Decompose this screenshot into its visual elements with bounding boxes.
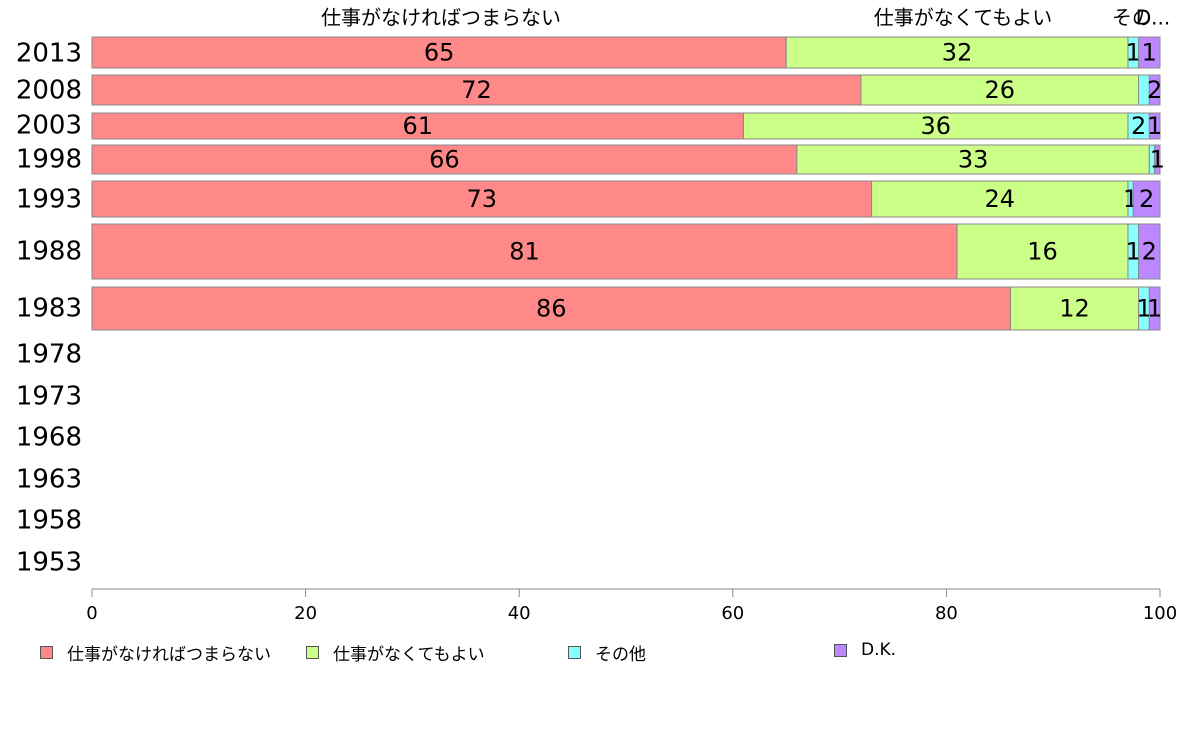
- data-label: 1: [1126, 39, 1141, 67]
- y-tick-label: 1988: [16, 237, 82, 267]
- bar-segment: [91, 286, 1011, 331]
- x-tick-label: 100: [1143, 603, 1177, 624]
- bar-segment: [91, 74, 862, 106]
- data-label: 65: [424, 39, 455, 67]
- data-label: 2: [1147, 76, 1162, 104]
- data-label: 1: [1147, 112, 1162, 140]
- data-label: 2: [1131, 112, 1146, 140]
- top-series-label: その: [1112, 6, 1152, 30]
- legend-label: 仕事がなければつまらない: [67, 645, 271, 665]
- data-label: 16: [1027, 238, 1058, 266]
- data-label: 24: [985, 185, 1016, 213]
- bar-segment: [91, 144, 798, 175]
- y-tick-label: 1978: [16, 340, 82, 370]
- bar-segment: [1148, 74, 1161, 106]
- legend-item: その他: [568, 640, 646, 665]
- legend-label: その他: [595, 645, 646, 665]
- legend-item: D.K.: [834, 640, 896, 660]
- legend-label: D.K.: [861, 640, 897, 660]
- data-label: 73: [467, 185, 498, 213]
- data-label: 86: [536, 295, 567, 323]
- bar-segment: [785, 36, 1129, 69]
- data-label: 81: [509, 238, 540, 266]
- data-label: 12: [1059, 295, 1090, 323]
- y-tick-label: 1958: [16, 506, 82, 536]
- y-tick-label: 1998: [16, 145, 82, 175]
- data-label: 1: [1136, 295, 1151, 323]
- y-tick-label: 2013: [16, 39, 82, 69]
- data-label: 72: [461, 76, 492, 104]
- bar-segment: [1148, 286, 1161, 331]
- legend-swatch: [306, 646, 319, 659]
- bar-segment: [1138, 36, 1161, 69]
- data-label: 61: [402, 112, 433, 140]
- data-label: 2: [1139, 185, 1154, 213]
- data-label: 1: [1147, 295, 1162, 323]
- y-tick-label: 1963: [16, 465, 82, 495]
- bar-segment: [91, 180, 873, 218]
- y-tick-label: 1968: [16, 423, 82, 453]
- top-series-label: D...: [1136, 6, 1170, 30]
- x-tick-label: 60: [721, 603, 744, 624]
- bar-segment: [796, 144, 1150, 175]
- bar-segment: [1009, 286, 1140, 331]
- legend-item: 仕事がなくてもよい: [306, 640, 485, 665]
- x-tick-label: 80: [935, 603, 958, 624]
- bar-segment: [1138, 223, 1161, 280]
- data-label: 1: [1142, 39, 1157, 67]
- data-label: 36: [920, 112, 951, 140]
- y-tick-label: 2003: [16, 111, 82, 141]
- bar-segment: [1148, 112, 1161, 140]
- bar-segment: [91, 36, 787, 69]
- legend-swatch: [568, 646, 581, 659]
- legend-swatch: [834, 643, 847, 657]
- bar-segment: [1154, 144, 1161, 175]
- legend-label: 仕事がなくてもよい: [333, 645, 485, 665]
- data-label: 26: [985, 76, 1016, 104]
- bar-segment: [956, 223, 1129, 280]
- data-label: 1: [1126, 238, 1141, 266]
- bar-segment: [1132, 180, 1161, 218]
- data-label: 1: [1150, 146, 1165, 174]
- legend-swatch: [40, 646, 53, 659]
- y-tick-label: 1993: [16, 185, 82, 215]
- y-tick-label: 2008: [16, 76, 82, 106]
- top-series-label: 仕事がなくてもよい: [874, 6, 1052, 30]
- top-series-label: 仕事がなければつまらない: [321, 6, 561, 30]
- legend: 仕事がなければつまらない 仕事がなくてもよい その他 D.K.: [0, 640, 1188, 670]
- data-label: 33: [958, 146, 989, 174]
- legend-item: 仕事がなければつまらない: [40, 640, 271, 665]
- bar-segment: [91, 223, 958, 280]
- x-tick-label: 40: [508, 603, 531, 624]
- y-tick-label: 1983: [16, 294, 82, 324]
- x-tick-label: 0: [86, 603, 97, 624]
- data-label: 32: [942, 39, 973, 67]
- y-tick-label: 1973: [16, 382, 82, 412]
- x-tick-label: 20: [294, 603, 317, 624]
- data-label: 66: [429, 146, 460, 174]
- data-label: 2: [1142, 238, 1157, 266]
- y-tick-label: 1953: [16, 548, 82, 578]
